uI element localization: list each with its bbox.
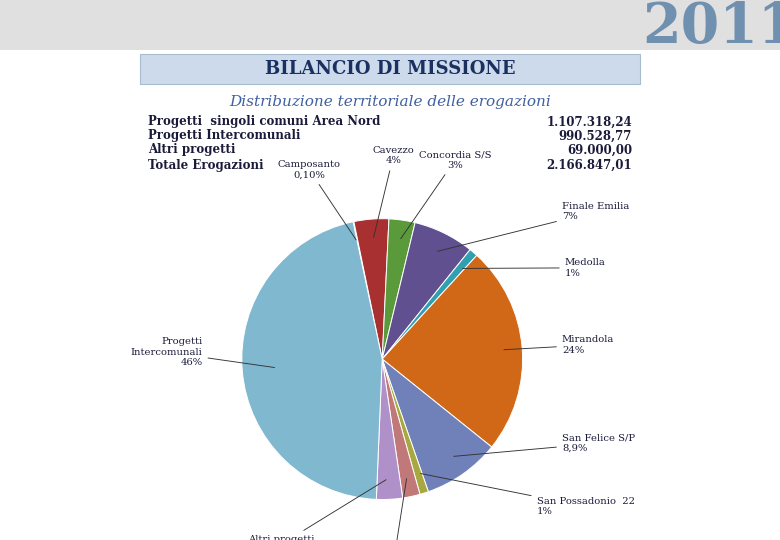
Text: Cavezzo
4%: Cavezzo 4% [373,146,414,238]
Wedge shape [382,359,491,492]
Text: 2.166.847,01: 2.166.847,01 [546,159,632,172]
Text: Concordia S/S
3%: Concordia S/S 3% [401,150,491,239]
Wedge shape [382,359,420,498]
Wedge shape [376,359,402,500]
Text: Distribuzione territoriale delle erogazioni: Distribuzione territoriale delle erogazi… [229,95,551,109]
Text: Medolla
1%: Medolla 1% [463,258,605,278]
Wedge shape [382,359,428,494]
Text: Camposanto
0,10%: Camposanto 0,10% [278,160,356,240]
Wedge shape [382,255,523,447]
Text: San Prospero
2%: San Prospero 2% [360,478,427,540]
Text: 69.000,00: 69.000,00 [567,144,632,157]
Wedge shape [353,221,382,359]
Text: Totale Erogazioni: Totale Erogazioni [148,159,264,172]
Bar [140,54,640,84]
Text: Progetti  singoli comuni Area Nord: Progetti singoli comuni Area Nord [148,116,381,129]
Text: Mirandola
24%: Mirandola 24% [504,335,615,355]
Wedge shape [382,222,470,359]
Wedge shape [382,249,477,359]
Wedge shape [242,222,382,500]
Wedge shape [354,219,389,359]
Text: Finale Emilia
7%: Finale Emilia 7% [438,202,629,251]
Text: Altri progetti: Altri progetti [148,144,236,157]
Text: BILANCIO DI MISSIONE: BILANCIO DI MISSIONE [264,60,516,78]
Text: 1.107.318,24: 1.107.318,24 [546,116,632,129]
Text: Progetti Intercomunali: Progetti Intercomunali [148,130,300,143]
Text: Progetti
Intercomunali
46%: Progetti Intercomunali 46% [130,337,275,368]
Text: Altri progetti
3%: Altri progetti 3% [248,480,386,540]
Text: 2011: 2011 [643,1,780,56]
Text: San Possadonio  22
1%: San Possadonio 22 1% [420,474,635,516]
Wedge shape [382,219,415,359]
Bar [0,0,780,50]
Text: San Felice S/P
8,9%: San Felice S/P 8,9% [454,434,635,456]
Text: 990.528,77: 990.528,77 [558,130,632,143]
